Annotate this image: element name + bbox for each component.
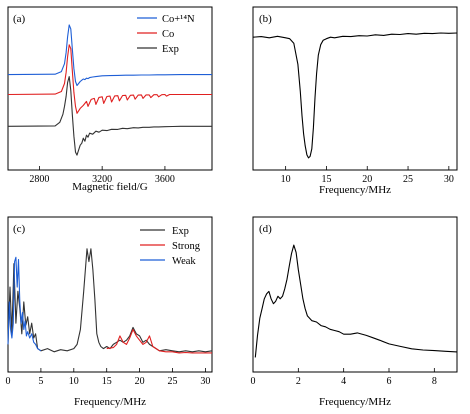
panel-d-x-tick-label: 4 — [341, 376, 346, 387]
panel-c: (c) 0 5 10 15 20 25 30 Frequency/MHz Exp Stron… — [6, 216, 213, 408]
panel-b-label: (b) — [259, 13, 272, 25]
panel-d-series-0-line — [254, 244, 458, 358]
panel-c-x-tick-label: 25 — [168, 376, 178, 387]
panel-c-x-tick-label: 20 — [135, 376, 145, 387]
panel-a-plot — [7, 24, 212, 156]
panel-d-plot — [254, 244, 458, 358]
panel-d-frame — [252, 216, 458, 373]
panel-b-series-0-line — [252, 32, 458, 159]
panel-a-series-co-line — [7, 44, 212, 114]
panel-d-x-axis-label: Frequency/MHz — [319, 396, 391, 408]
panel-a-x-axis-label: Magnetic field/G — [72, 181, 148, 193]
panel-c-series-strong-line — [106, 328, 212, 354]
panel-c-x-tick-label: 30 — [200, 376, 210, 387]
panel-d-label: (d) — [259, 223, 272, 235]
panel-d-x-tick-label: 8 — [432, 376, 437, 387]
panel-b-x-tick-label: 20 — [362, 174, 372, 185]
panel-a-series-exp-line — [7, 76, 212, 156]
panel-c-plot — [7, 248, 213, 354]
panel-c-x-tick-label: 10 — [69, 376, 79, 387]
panel-c-frame — [7, 216, 213, 373]
panel-a-series-co-n-line — [7, 24, 212, 87]
panel-b-plot — [252, 32, 458, 159]
panel-a-frame — [7, 6, 213, 171]
panel-c-label: (c) — [13, 223, 26, 235]
panel-b-x-axis: 10 15 20 25 30 — [281, 166, 454, 185]
panel-a-label: (a) — [13, 13, 26, 25]
panel-c-x-axis-label: Frequency/MHz — [74, 396, 146, 408]
panel-b-x-tick-label: 25 — [403, 174, 413, 185]
panel-c-legend: Exp Strong Weak — [140, 226, 201, 267]
panel-d-x-tick-label: 6 — [387, 376, 392, 387]
panel-d-x-tick-label: 2 — [296, 376, 301, 387]
panel-a-x-tick-label: 2800 — [29, 174, 49, 185]
panel-c-legend-label-exp: Exp — [172, 226, 189, 237]
panel-b-x-tick-label: 15 — [321, 174, 331, 185]
panel-d: (d) 0 2 4 6 8 Frequency/MHz — [251, 216, 458, 408]
panel-b-x-tick-label: 30 — [444, 174, 454, 185]
panel-b-x-axis-label: Frequency/MHz — [319, 184, 391, 196]
panel-a-legend: Co+¹⁴N Co Exp — [137, 14, 195, 55]
panel-c-legend-label-strong: Strong — [172, 241, 201, 252]
panel-c-series-weak-line — [7, 256, 42, 352]
panel-d-x-axis: 0 2 4 6 8 — [251, 368, 437, 387]
panel-a-x-axis: 2800 3200 3600 — [29, 166, 175, 185]
panel-b-frame — [252, 6, 458, 171]
panel-a-legend-label-exp: Exp — [162, 44, 179, 55]
panel-c-x-tick-label: 15 — [102, 376, 112, 387]
panel-b: (b) 10 15 20 25 30 Frequency/MHz — [252, 6, 458, 196]
panel-c-x-tick-label: 5 — [38, 376, 43, 387]
panel-a-legend-label-co: Co — [162, 29, 174, 40]
panel-a: (a) 2800 3200 3600 Magnetic field/G Co+¹⁴N… — [7, 6, 213, 193]
panel-b-x-tick-label: 10 — [281, 174, 291, 185]
panel-a-x-tick-label: 3200 — [92, 174, 112, 185]
panel-c-legend-label-weak: Weak — [172, 256, 196, 267]
panel-d-x-tick-label: 0 — [251, 376, 256, 387]
panel-c-x-axis: 0 5 10 15 20 25 30 — [6, 368, 210, 387]
panel-a-x-tick-label: 3600 — [155, 174, 175, 185]
panel-c-x-tick-label: 0 — [6, 376, 11, 387]
panel-a-legend-label-co-n: Co+¹⁴N — [162, 14, 195, 25]
